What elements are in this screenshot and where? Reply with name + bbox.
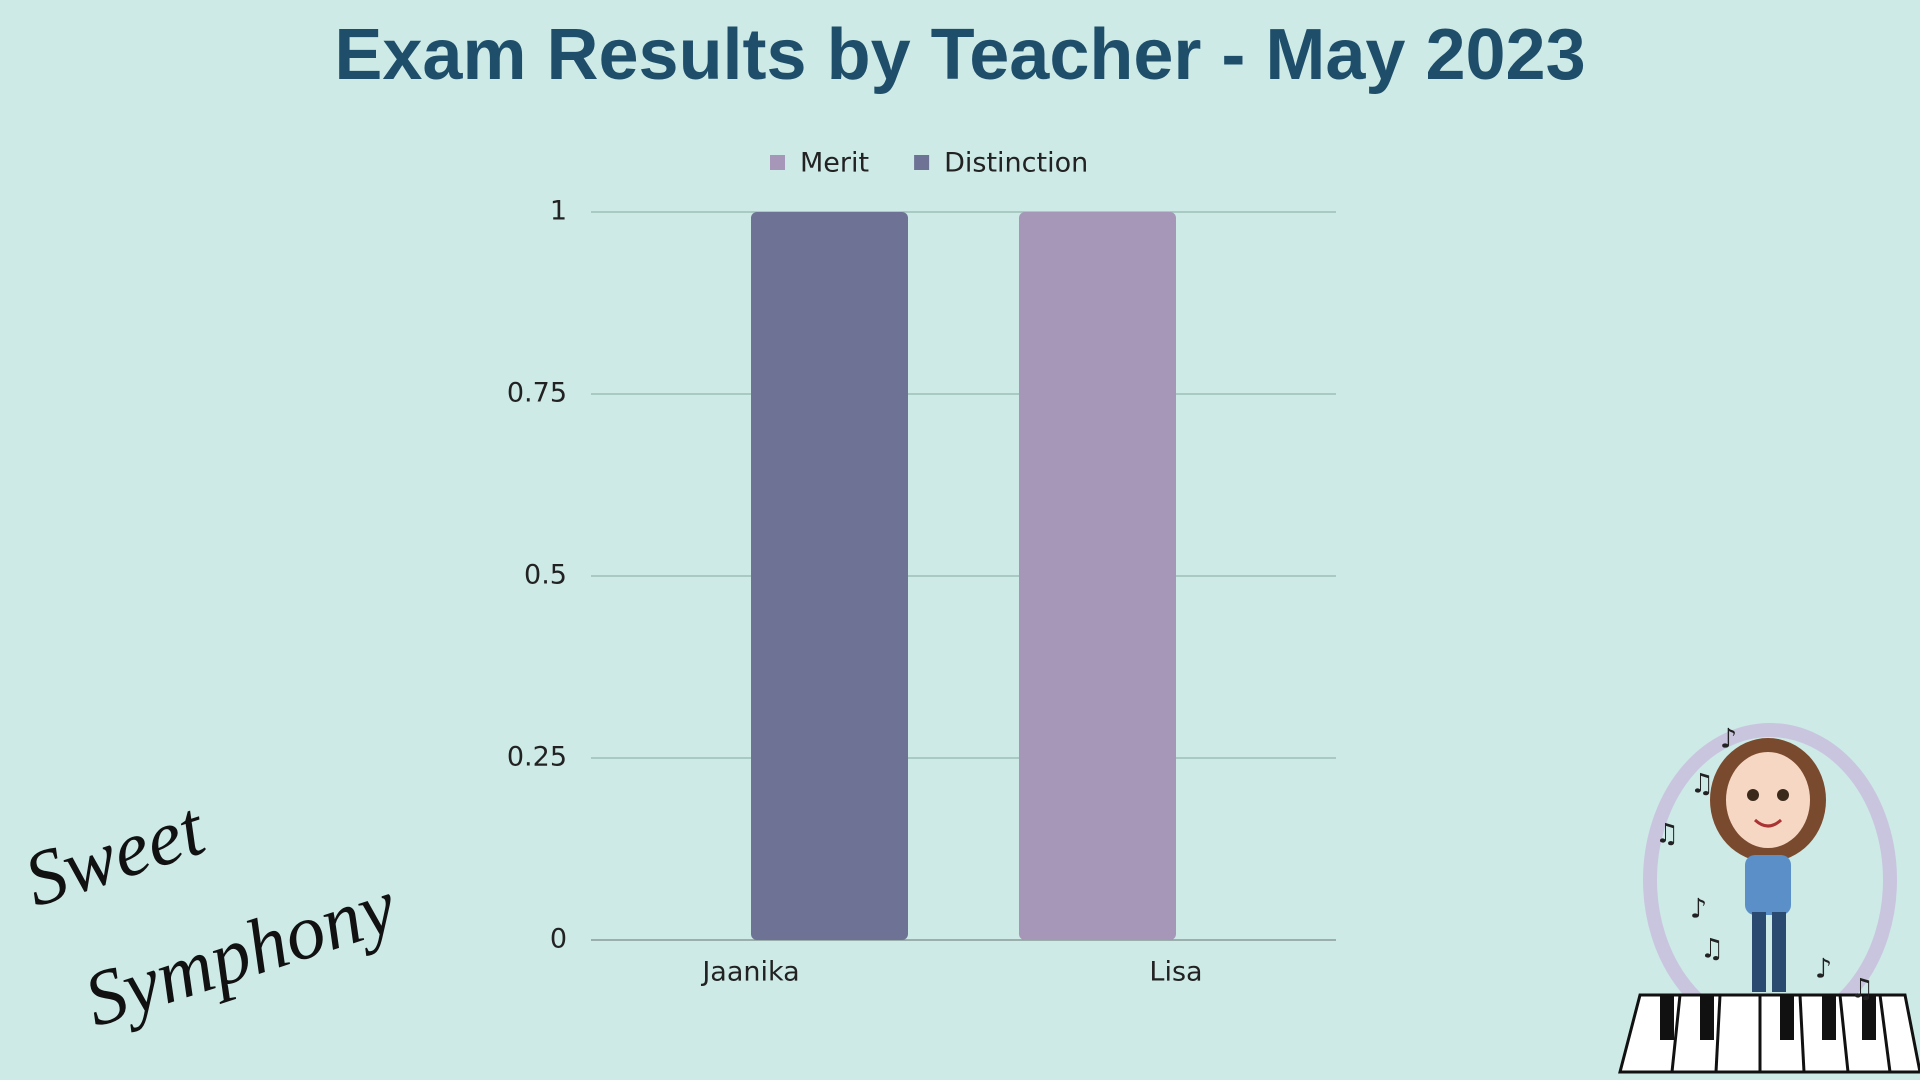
y-tick-label: 0 (550, 924, 567, 955)
y-tick-label: 0.5 (524, 560, 567, 591)
bar (751, 212, 908, 940)
svg-text:♫: ♫ (1655, 819, 1679, 850)
y-tick-label: 1 (550, 196, 567, 227)
legend-label: Merit (800, 148, 869, 179)
chart-title: Exam Results by Teacher - May 2023 (334, 15, 1585, 95)
svg-text:♪: ♪ (1720, 724, 1737, 755)
legend-label: Distinction (944, 148, 1088, 179)
bar (1019, 212, 1176, 940)
svg-text:♪: ♪ (1690, 894, 1707, 925)
svg-text:♫: ♫ (1850, 974, 1874, 1005)
logo-line: Sweet (14, 784, 216, 924)
legend-swatch (770, 155, 785, 170)
x-tick-label: Lisa (1149, 957, 1202, 988)
illustration: ♫♫♪ ♪♫♪♫ (1618, 723, 1920, 1074)
svg-text:♫: ♫ (1690, 769, 1714, 800)
y-tick-label: 0.75 (507, 378, 567, 409)
x-tick-label: Jaanika (700, 957, 799, 988)
svg-text:♫: ♫ (1700, 934, 1724, 965)
svg-text:♪: ♪ (1815, 954, 1832, 985)
y-tick-label: 0.25 (507, 742, 567, 773)
legend-swatch (914, 155, 930, 170)
